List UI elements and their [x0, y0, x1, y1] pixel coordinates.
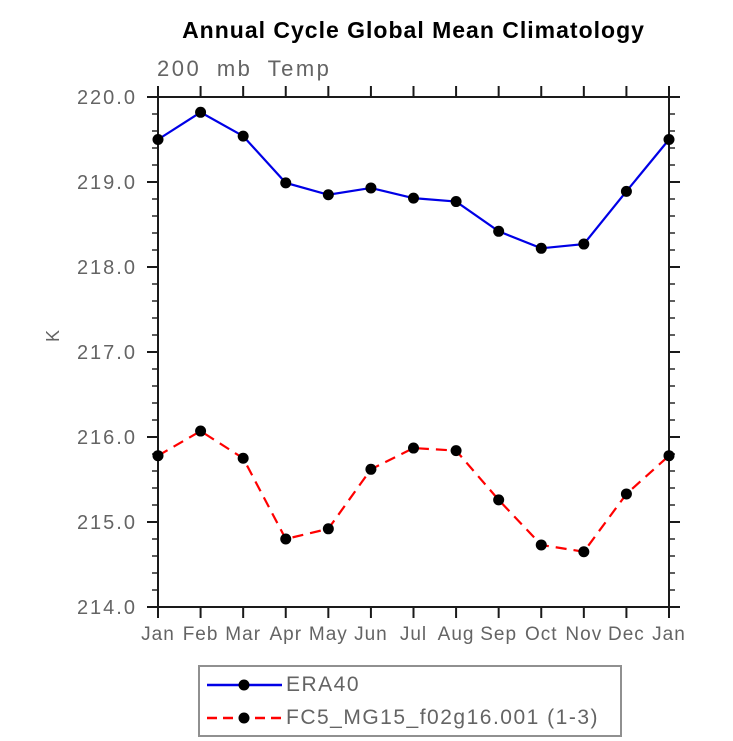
x-tick-label: Sep	[480, 624, 517, 645]
data-point-marker	[152, 134, 164, 145]
y-tick-label: 214.0	[77, 597, 137, 619]
x-tick-label: Jun	[354, 624, 388, 645]
data-point-marker	[450, 445, 462, 457]
fc5-line-swatch	[207, 712, 282, 723]
chart-title: Annual Cycle Global Mean Climatology	[182, 17, 645, 43]
data-point-marker	[493, 494, 505, 506]
y-tick-label: 216.0	[77, 427, 137, 449]
data-point-marker	[408, 442, 419, 454]
data-point-marker	[322, 189, 334, 201]
x-tick-label: Oct	[525, 624, 558, 645]
data-point-marker	[152, 450, 164, 462]
x-tick-labels: Jan Feb Mar Apr May Jun Jul Aug Sep Oct Nov Dec Jan	[141, 624, 686, 645]
x-tick-label: Dec	[608, 624, 645, 645]
y-tick-label: 218.0	[77, 257, 137, 279]
era40-swatch-marker-icon	[238, 679, 250, 690]
x-axis-ticks	[157, 86, 670, 618]
data-point-marker	[280, 533, 292, 545]
series-fc5	[152, 425, 675, 558]
x-tick-label: Mar	[225, 624, 261, 645]
fc5-swatch-marker-icon	[238, 712, 250, 723]
data-point-marker	[535, 242, 547, 254]
data-point-marker	[280, 177, 292, 189]
data-point-marker	[578, 238, 590, 250]
data-point-marker	[195, 106, 207, 118]
x-tick-label: Nov	[565, 624, 602, 645]
y-tick-labels: 220.0 219.0 218.0 217.0 216.0 215.0 214.0	[77, 87, 137, 619]
chart-subtitle: 200 mb Temp	[157, 56, 332, 81]
legend-label-fc5: FC5_MG15_f02g16.001 (1-3)	[286, 705, 599, 729]
data-point-marker	[365, 182, 377, 194]
x-tick-label: May	[309, 624, 348, 645]
data-point-marker	[663, 134, 675, 145]
series-line	[157, 111, 670, 250]
data-point-marker	[535, 539, 547, 551]
data-point-marker	[195, 425, 207, 437]
plot-frame	[157, 96, 670, 608]
data-point-marker	[237, 130, 249, 142]
legend-box: ERA40 FC5_MG15_f02g16.001 (1-3)	[198, 665, 622, 737]
y-tick-label: 217.0	[77, 342, 137, 364]
y-tick-label: 215.0	[77, 512, 137, 534]
x-tick-label: Jul	[400, 624, 427, 645]
series-era40	[152, 106, 675, 254]
data-point-marker	[450, 196, 462, 208]
data-point-marker	[365, 463, 377, 475]
legend-item-era40: ERA40	[206, 670, 620, 700]
data-point-marker	[408, 192, 419, 204]
data-point-marker	[620, 488, 632, 500]
x-tick-label: Feb	[183, 624, 219, 645]
era40-line-swatch	[207, 679, 282, 690]
x-tick-label: Jan	[652, 624, 686, 645]
data-point-marker	[620, 185, 632, 197]
x-tick-label: Apr	[269, 624, 302, 645]
data-point-marker	[493, 225, 505, 237]
data-point-marker	[578, 546, 590, 558]
x-tick-label: Jan	[141, 624, 175, 645]
legend-item-fc5: FC5_MG15_f02g16.001 (1-3)	[206, 703, 620, 733]
legend-label-era40: ERA40	[286, 672, 361, 696]
y-tick-label: 220.0	[77, 87, 137, 109]
data-point-marker	[663, 450, 675, 462]
data-point-marker	[322, 523, 334, 535]
y-tick-label: 219.0	[77, 172, 137, 194]
data-point-marker	[237, 452, 249, 464]
x-tick-label: Aug	[438, 624, 475, 645]
